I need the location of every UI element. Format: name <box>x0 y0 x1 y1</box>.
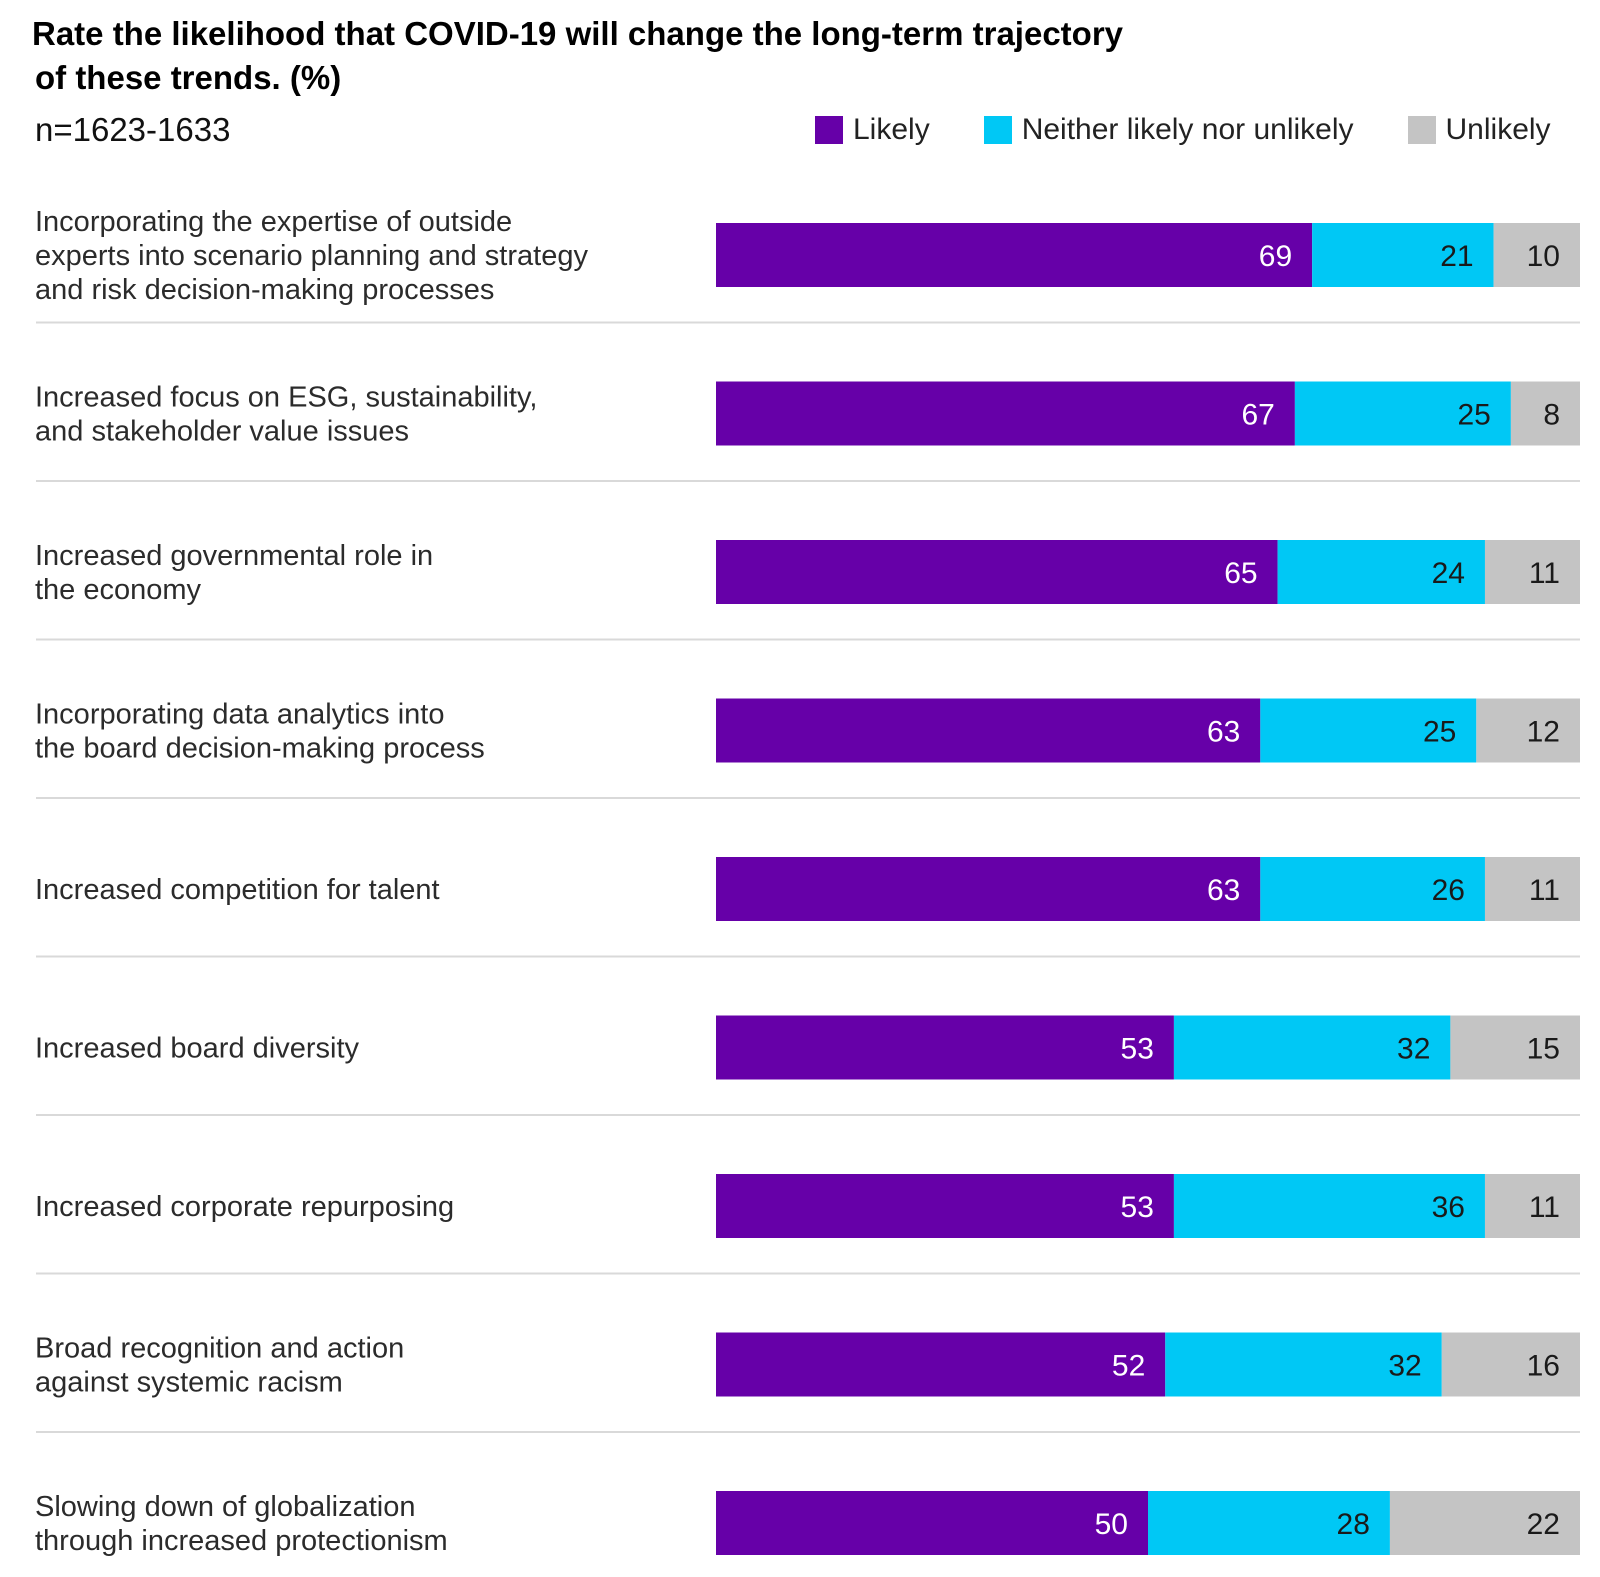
legend-label-neither: Neither likely nor unlikely <box>1021 113 1354 146</box>
data-label-unlikely: 22 <box>1527 1508 1560 1541</box>
data-label-neither: 25 <box>1423 716 1456 749</box>
data-label-likely: 50 <box>1095 1508 1128 1541</box>
bar-segment-likely <box>716 540 1278 604</box>
legend-label-likely: Likely <box>853 113 930 146</box>
data-label-likely: 53 <box>1121 1033 1154 1066</box>
bar-segment-unlikely <box>1484 857 1580 921</box>
legend-label-unlikely: Unlikely <box>1445 113 1551 146</box>
data-label-unlikely: 8 <box>1543 399 1560 432</box>
bar-segment-unlikely <box>1510 381 1580 446</box>
data-label-neither: 32 <box>1397 1033 1430 1066</box>
category-label: Increased corporate repurposing <box>35 1191 454 1223</box>
legend-item-neither: Neither likely nor unlikely <box>983 113 1354 147</box>
data-label-likely: 52 <box>1112 1350 1145 1383</box>
category-label: Slowing down of globalization through inc… <box>35 1491 448 1557</box>
bar-segment-unlikely <box>1389 1491 1580 1555</box>
category-label: Incorporating the expertise of outside ex… <box>35 206 588 306</box>
category-label: Increased board diversity <box>35 1033 359 1065</box>
bar-segment-likely <box>716 1174 1174 1238</box>
category-label: Incorporating data analytics into the boa… <box>35 699 485 765</box>
bar-segment-neither <box>1173 1174 1485 1238</box>
bar-segment-neither <box>1148 1491 1390 1555</box>
bar-segment-likely <box>716 1332 1166 1397</box>
bar-segment-neither <box>1277 540 1485 604</box>
data-label-neither: 26 <box>1432 874 1465 907</box>
data-label-likely: 63 <box>1207 874 1240 907</box>
bar-segment-likely <box>716 698 1261 763</box>
legend-swatch-likely <box>815 116 843 144</box>
bar-segment-unlikely <box>1476 698 1580 763</box>
chart-title-line1: Rate the likelihood that COVID-19 will c… <box>32 15 1124 52</box>
bar-segment-unlikely <box>1484 540 1580 604</box>
bar-segment-neither <box>1294 381 1511 446</box>
bar-segment-likely <box>716 223 1313 287</box>
bar-segment-unlikely <box>1484 1174 1580 1238</box>
category-label: Increased governmental role in the econom… <box>35 540 433 606</box>
legend-item-likely: Likely <box>815 113 930 147</box>
bar-segment-neither <box>1173 1015 1451 1080</box>
data-label-likely: 53 <box>1121 1191 1154 1224</box>
data-label-neither: 21 <box>1440 240 1473 273</box>
data-label-likely: 67 <box>1242 399 1275 432</box>
chart-title-line2: of these trends. (%) <box>35 59 342 96</box>
chart-legend: Likely Neither likely nor unlikely Unlik… <box>815 110 1551 150</box>
bar-segment-likely <box>716 857 1261 921</box>
legend-item-unlikely: Unlikely <box>1407 113 1551 147</box>
sample-size-note: n=1623-1633 <box>35 111 231 148</box>
data-label-neither: 24 <box>1432 557 1465 590</box>
bar-segment-likely <box>716 381 1295 446</box>
bar-segment-neither <box>1260 698 1477 763</box>
data-label-unlikely: 11 <box>1529 557 1560 590</box>
legend-swatch-unlikely <box>1407 116 1436 144</box>
bar-segment-unlikely <box>1493 223 1580 287</box>
data-label-unlikely: 12 <box>1527 716 1560 749</box>
data-label-likely: 63 <box>1207 716 1240 749</box>
bar-segment-likely <box>716 1015 1174 1080</box>
bar-segment-likely <box>716 1491 1148 1555</box>
category-label: Broad recognition and action against syst… <box>35 1333 404 1399</box>
data-label-likely: 69 <box>1259 240 1292 273</box>
data-label-unlikely: 15 <box>1527 1033 1560 1066</box>
legend-swatch-neither <box>983 116 1012 144</box>
data-label-neither: 36 <box>1432 1191 1465 1224</box>
data-label-neither: 25 <box>1458 399 1491 432</box>
data-label-unlikely: 11 <box>1529 874 1560 907</box>
bar-segment-unlikely <box>1441 1332 1580 1397</box>
bar-segment-unlikely <box>1450 1015 1580 1080</box>
chart-title: Rate the likelihood that COVID-19 will c… <box>32 12 1332 100</box>
bar-segment-neither <box>1260 857 1485 921</box>
bar-segment-neither <box>1165 1332 1442 1397</box>
category-label: Increased competition for talent <box>35 874 440 906</box>
data-label-neither: 32 <box>1388 1350 1421 1383</box>
data-label-unlikely: 11 <box>1529 1191 1560 1224</box>
data-label-unlikely: 10 <box>1527 240 1560 273</box>
data-label-likely: 65 <box>1224 557 1257 590</box>
bar-segment-neither <box>1312 223 1494 287</box>
data-label-neither: 28 <box>1337 1508 1370 1541</box>
data-label-unlikely: 16 <box>1527 1350 1560 1383</box>
category-label: Increased focus on ESG, sustainability, a… <box>35 382 537 448</box>
